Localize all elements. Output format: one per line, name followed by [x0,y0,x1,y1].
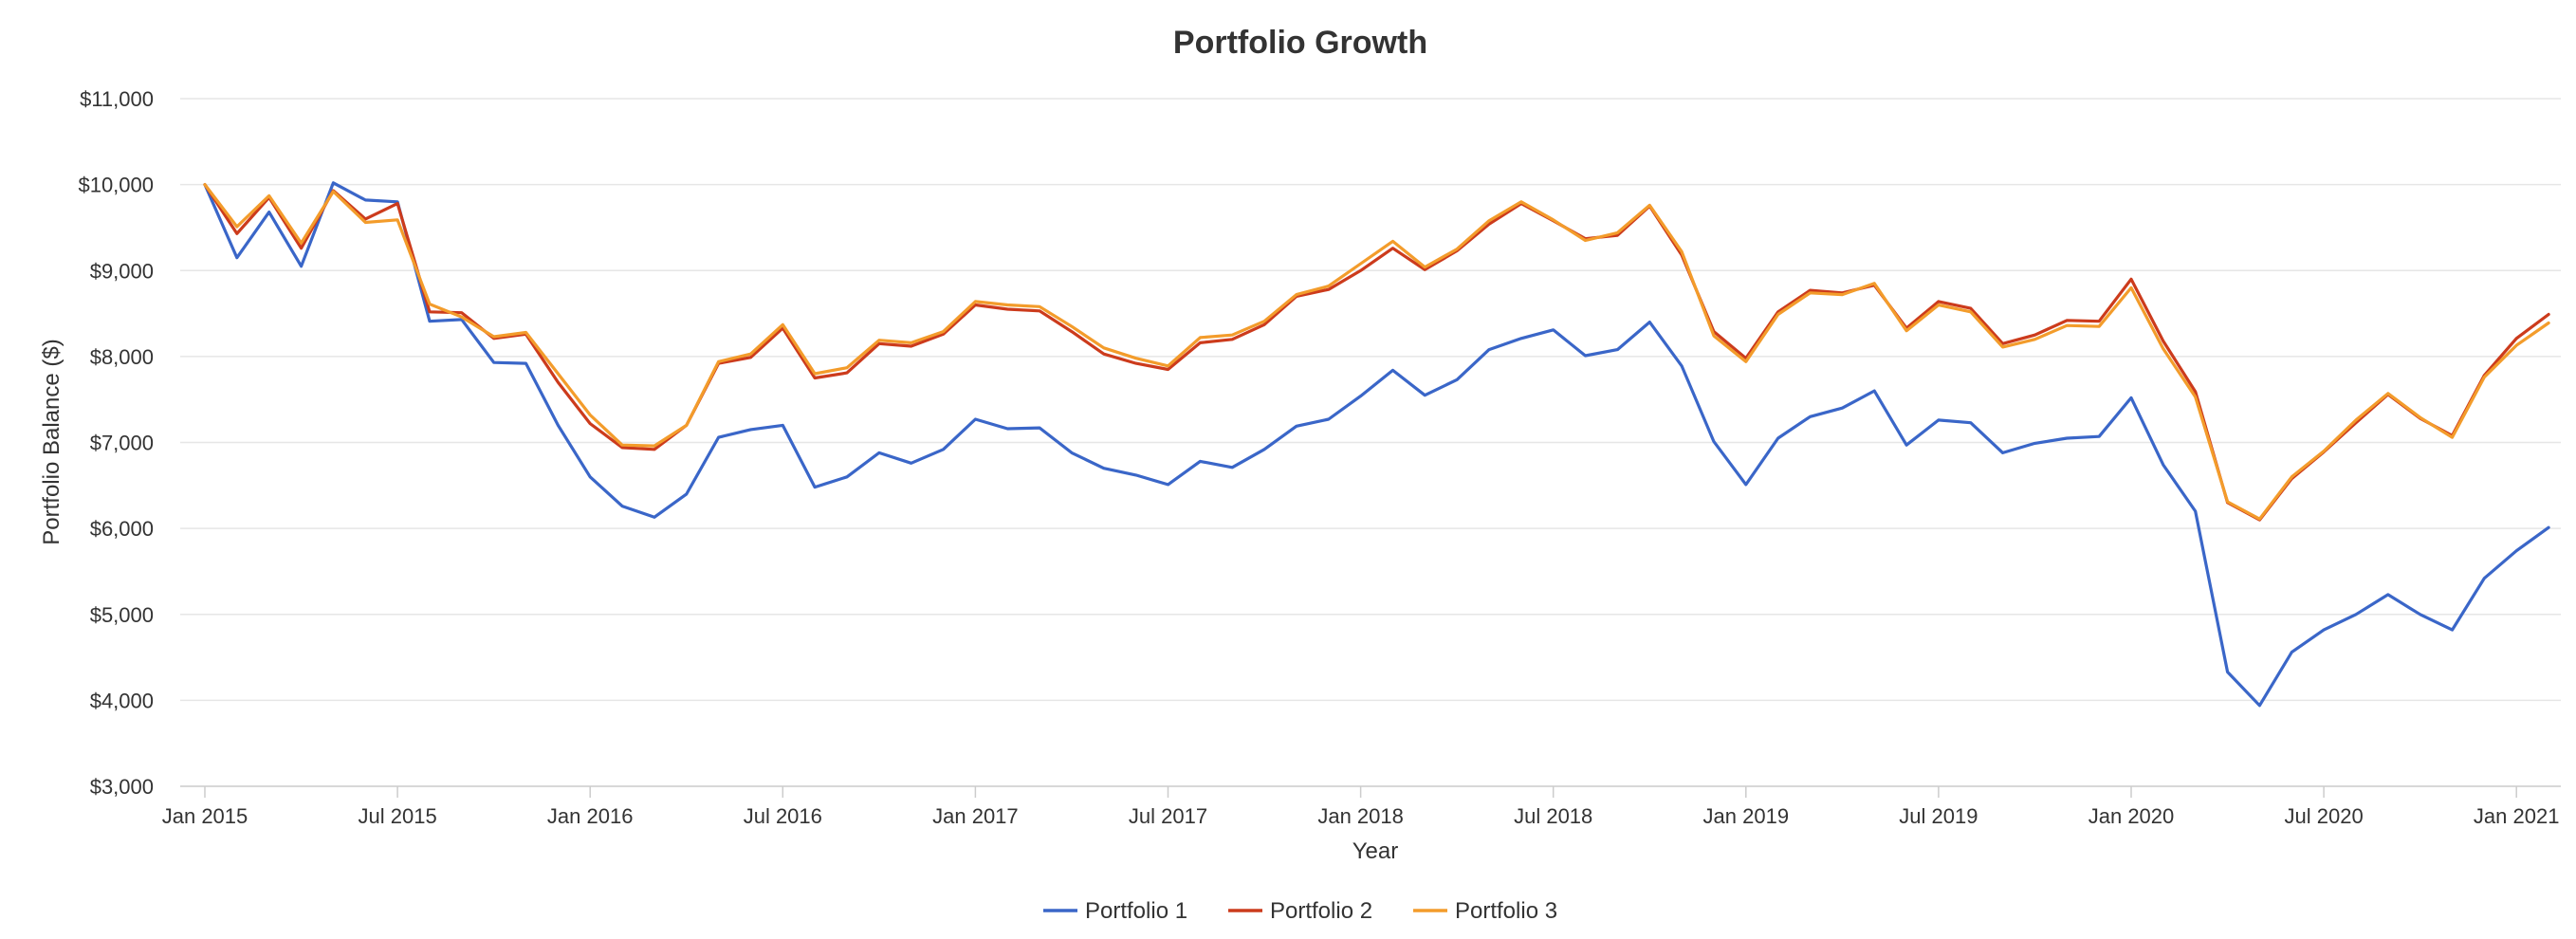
y-tick-label: $7,000 [90,432,154,455]
x-tick-label: Jan 2016 [547,804,634,828]
x-axis-title: Year [1352,838,1399,864]
y-tick-label: $3,000 [90,775,154,799]
x-tick-label: Jul 2019 [1899,804,1978,828]
series-line-portfolio-1[interactable] [203,181,2550,708]
series-line-portfolio-3[interactable] [203,183,2550,521]
legend-item-portfolio-3[interactable]: Portfolio 3 [1413,898,1557,924]
x-tick-label: Jul 2017 [1129,804,1207,828]
y-axis-title: Portfolio Balance ($) [39,339,64,544]
y-axis: $3,000 $4,000 $5,000 $6,000 $7,000 $8,000 $9,0… [78,87,154,799]
x-axis: Jan 2015 Jul 2015 Jan 2016 Jul 2016 Jan 2017… [162,785,2561,828]
y-tick-label: $11,000 [80,87,154,111]
y-tick-label: $9,000 [90,259,154,283]
legend-item-portfolio-1[interactable]: Portfolio 1 [1043,898,1187,924]
legend-label: Portfolio 3 [1455,898,1557,924]
series-layer [203,181,2550,708]
x-tick-label: Jan 2021 [2474,804,2560,828]
chart-title: Portfolio Growth [1173,25,1427,61]
x-tick-label: Jul 2020 [2285,804,2364,828]
y-tick-label: $4,000 [90,689,154,712]
y-tick-label: $8,000 [90,345,154,369]
y-tick-label: $10,000 [78,174,154,197]
x-tick-label: Jan 2018 [1317,804,1404,828]
x-tick-label: Jan 2015 [162,804,248,828]
x-tick-label: Jul 2015 [359,804,437,828]
legend-item-portfolio-2[interactable]: Portfolio 2 [1228,898,1372,924]
series-line-portfolio-2[interactable] [203,183,2550,522]
x-tick-label: Jan 2019 [1703,804,1790,828]
legend-label: Portfolio 2 [1270,898,1372,924]
x-tick-label: Jul 2016 [744,804,822,828]
y-tick-label: $5,000 [90,603,154,627]
legend-label: Portfolio 1 [1085,898,1187,924]
grid-layer [180,98,2561,702]
legend: Portfolio 1 Portfolio 2 Portfolio 3 [1043,898,1557,924]
y-tick-label: $6,000 [90,517,154,541]
x-tick-label: Jul 2018 [1514,804,1592,828]
x-tick-label: Jan 2020 [2088,804,2175,828]
x-tick-label: Jan 2017 [932,804,1019,828]
